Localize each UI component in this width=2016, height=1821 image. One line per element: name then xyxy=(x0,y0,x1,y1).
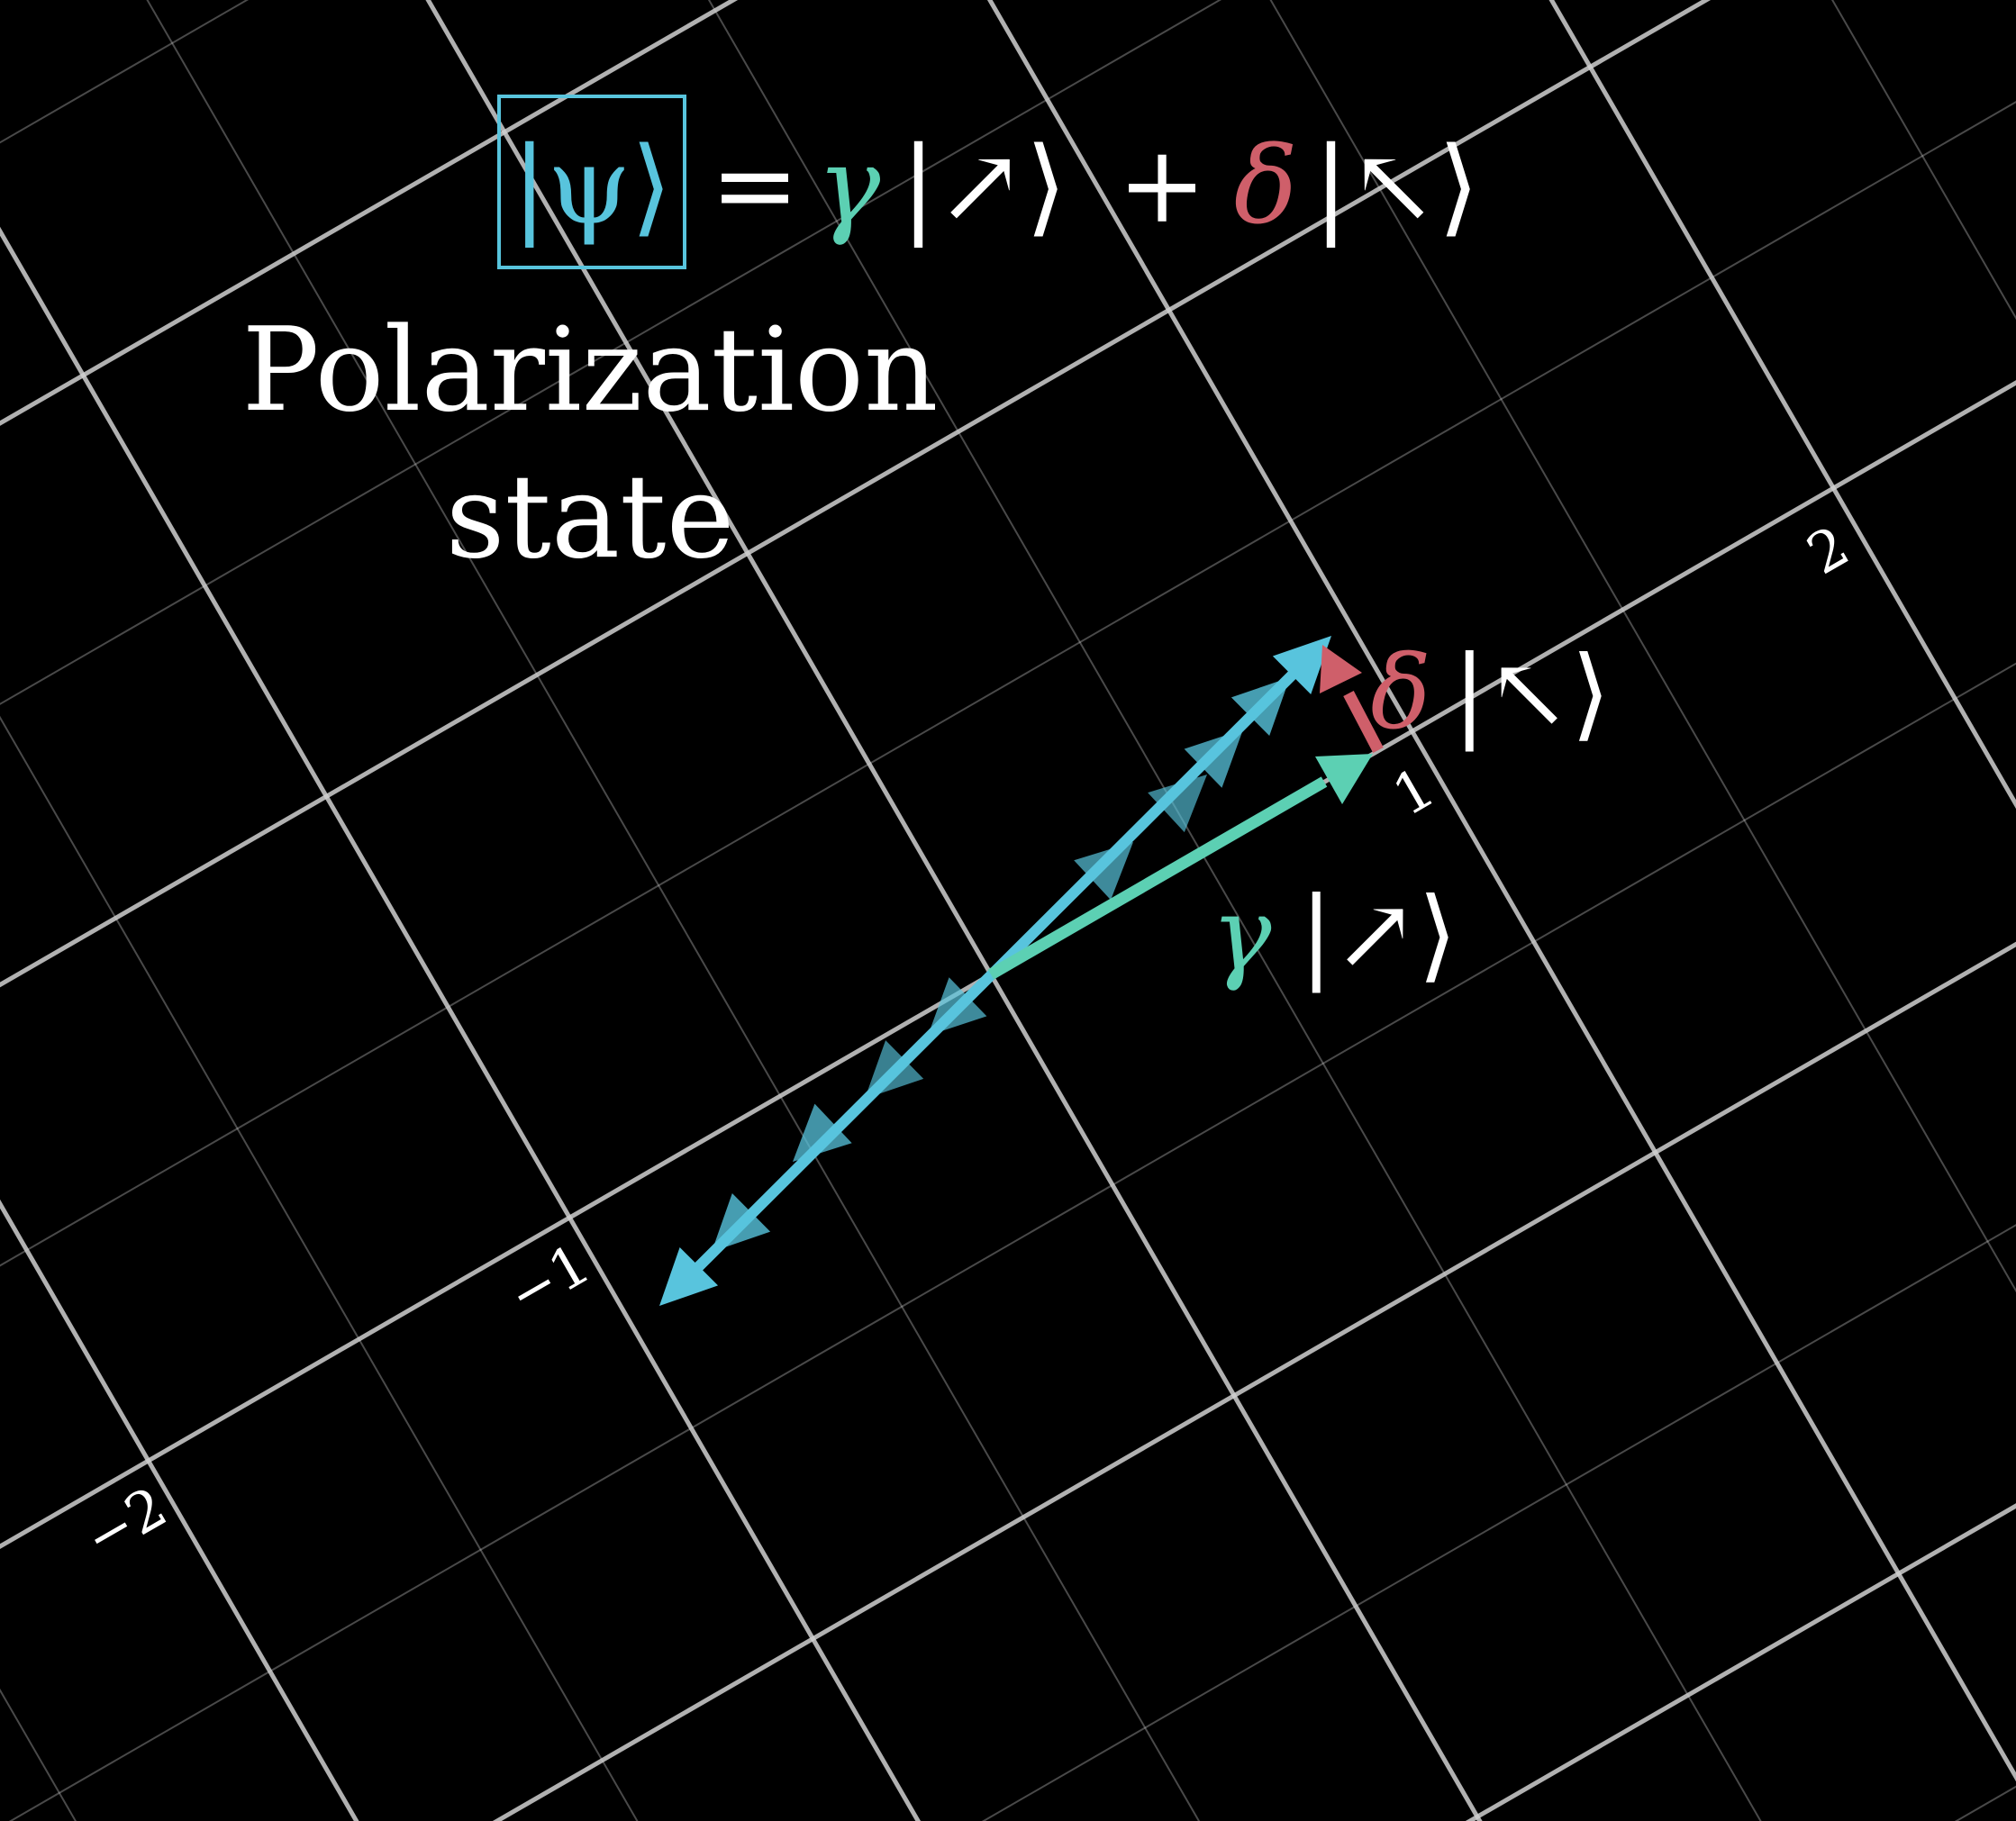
psi-arrowhead xyxy=(1230,677,1290,736)
psi-highlight-box xyxy=(497,95,686,269)
gamma-coefficient: γ xyxy=(817,123,881,248)
equals-sign: = xyxy=(711,122,800,247)
plus-sign: + xyxy=(1118,122,1207,247)
label-line-1: Polarization xyxy=(242,304,939,438)
psi-arrowhead xyxy=(1148,775,1207,833)
delta-coefficient: δ xyxy=(1233,123,1297,248)
label-line-2: state xyxy=(446,450,735,584)
psi-arrowhead xyxy=(1184,729,1243,788)
psi-arrowhead xyxy=(793,1103,852,1162)
delta-label-coefficient: δ xyxy=(1370,635,1430,752)
delta-vector-label: δ |↖⟩ xyxy=(1370,635,1610,752)
psi-arrowhead xyxy=(1272,636,1331,694)
gamma-label-coefficient: γ xyxy=(1212,876,1273,993)
equation: |ψ⟩ = γ |↗⟩ + δ |↖⟩ xyxy=(497,95,1480,269)
gamma-label-ket: |↗⟩ xyxy=(1299,876,1457,993)
gamma-component-vector xyxy=(987,754,1373,980)
polarization-state-label: Polarization state xyxy=(242,304,939,584)
psi-arrowhead xyxy=(659,1246,719,1306)
psi-arrowhead xyxy=(712,1193,771,1252)
psi-arrowhead xyxy=(865,1040,924,1099)
ket-horizontal: |↗⟩ xyxy=(901,123,1067,248)
delta-component-vector xyxy=(1320,645,1384,754)
gamma-vector-label: γ |↗⟩ xyxy=(1212,876,1458,993)
delta-label-ket: |↖⟩ xyxy=(1452,635,1610,752)
psi-arrowhead xyxy=(928,977,987,1036)
grid-line-vertical xyxy=(1548,0,2016,810)
psi-ket: |ψ⟩ xyxy=(512,123,672,248)
ket-vertical: |↖⟩ xyxy=(1313,123,1480,248)
psi-arrowhead xyxy=(1074,842,1133,901)
